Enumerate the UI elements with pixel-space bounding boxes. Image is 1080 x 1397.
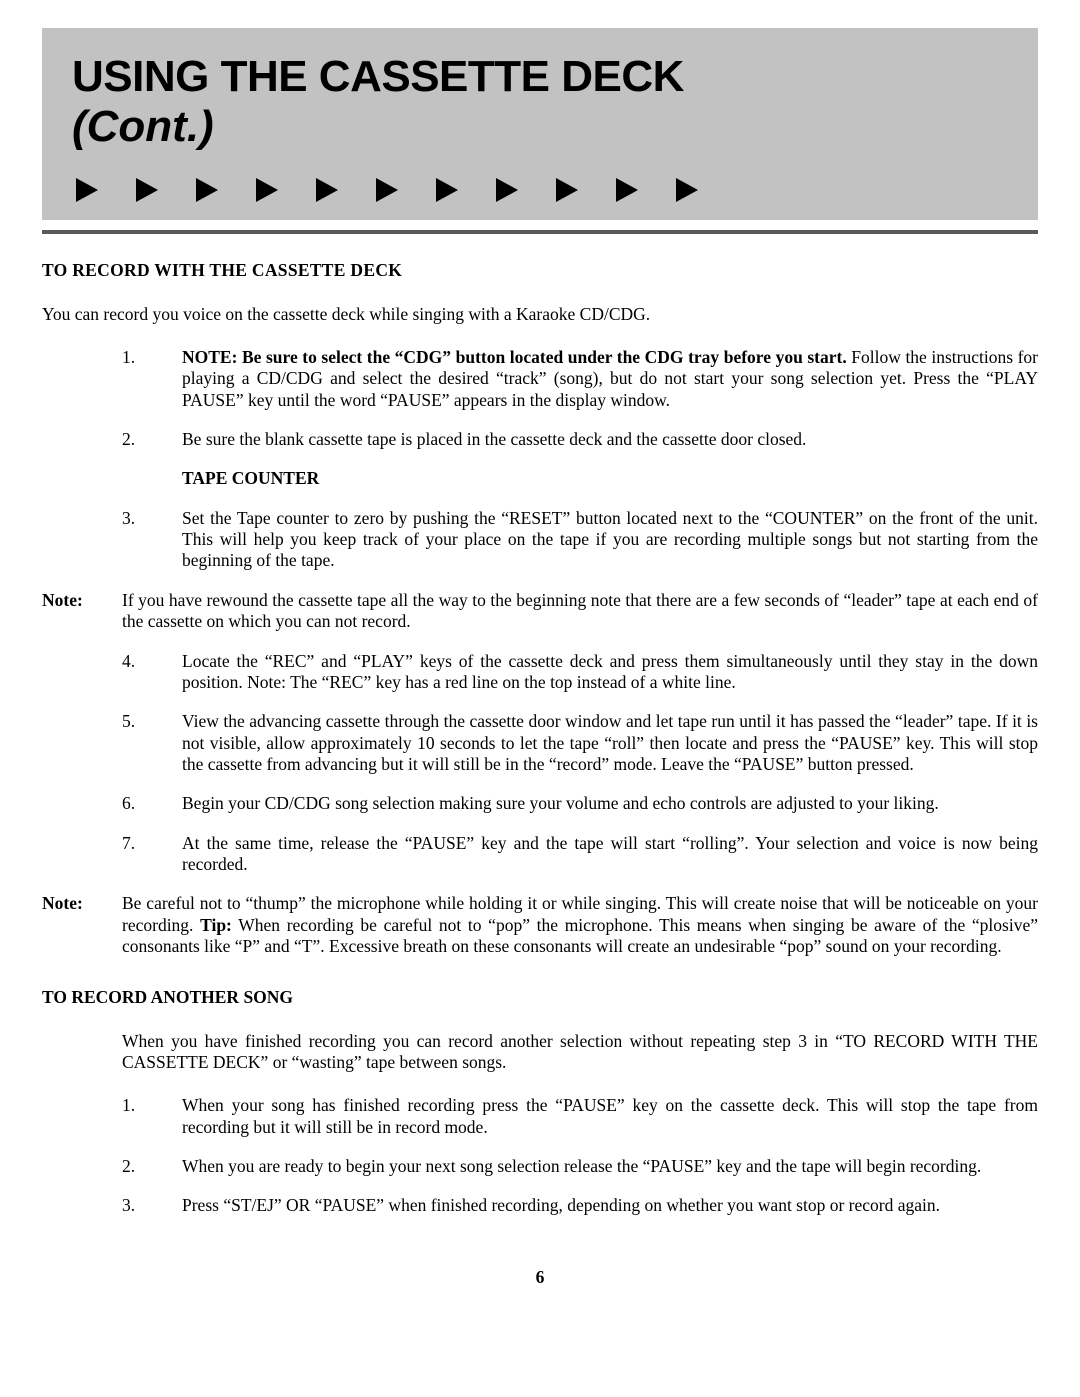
list-number: 3.: [122, 508, 182, 572]
list-text: View the advancing cassette through the …: [182, 711, 1038, 775]
list-number: 4.: [122, 651, 182, 694]
list-item: 3. Press “ST/EJ” OR “PAUSE” when finishe…: [42, 1195, 1038, 1216]
list-text: Press “ST/EJ” OR “PAUSE” when finished r…: [182, 1195, 1038, 1216]
arrow-icon: [556, 178, 578, 202]
list-text: Be sure the blank cassette tape is place…: [182, 429, 1038, 450]
list-number: 6.: [122, 793, 182, 814]
arrow-icon: [676, 178, 698, 202]
tip-label: Tip:: [200, 915, 232, 935]
section1-title: TO RECORD WITH THE CASSETTE DECK: [42, 260, 1038, 281]
page-header: USING THE CASSETTE DECK (Cont.): [42, 28, 1038, 220]
list-item: 6. Begin your CD/CDG song selection maki…: [42, 793, 1038, 814]
list-text: At the same time, release the “PAUSE” ke…: [182, 833, 1038, 876]
list-item: 1. When your song has finished recording…: [42, 1095, 1038, 1138]
note-text: If you have rewound the cassette tape al…: [122, 590, 1038, 633]
page-number: 6: [42, 1267, 1038, 1288]
list-item: 7. At the same time, release the “PAUSE”…: [42, 833, 1038, 876]
list-text: NOTE: Be sure to select the “CDG” button…: [182, 347, 1038, 411]
arrow-icon: [316, 178, 338, 202]
arrow-icon: [196, 178, 218, 202]
note2-post: When recording be careful not to “pop” t…: [122, 915, 1038, 956]
list-item: 2. Be sure the blank cassette tape is pl…: [42, 429, 1038, 450]
note-row: Note: Be careful not to “thump” the micr…: [42, 893, 1038, 957]
list-number: 2.: [122, 429, 182, 450]
list-text: When your song has finished recording pr…: [182, 1095, 1038, 1138]
section2-intro: When you have finished recording you can…: [42, 1031, 1038, 1074]
list-number: 2.: [122, 1156, 182, 1177]
list-number: 1.: [122, 347, 182, 411]
arrow-icon: [496, 178, 518, 202]
list-item: 5. View the advancing cassette through t…: [42, 711, 1038, 775]
list-text: When you are ready to begin your next so…: [182, 1156, 1038, 1177]
bold-lead: NOTE: Be sure to select the “CDG” button…: [182, 347, 847, 367]
list-item: 4. Locate the “REC” and “PLAY” keys of t…: [42, 651, 1038, 694]
list-item: 1. NOTE: Be sure to select the “CDG” but…: [42, 347, 1038, 411]
arrow-icon: [76, 178, 98, 202]
list-item: 3. Set the Tape counter to zero by pushi…: [42, 508, 1038, 572]
list-number: 5.: [122, 711, 182, 775]
note-text: Be careful not to “thump” the microphone…: [122, 893, 1038, 957]
arrow-icon: [436, 178, 458, 202]
note-label: Note:: [42, 590, 122, 633]
arrow-icon: [136, 178, 158, 202]
list-number: 3.: [122, 1195, 182, 1216]
body-content: TO RECORD WITH THE CASSETTE DECK You can…: [42, 260, 1038, 1216]
list-text: Locate the “REC” and “PLAY” keys of the …: [182, 651, 1038, 694]
header-title: USING THE CASSETTE DECK: [72, 54, 1008, 100]
list-number: 1.: [122, 1095, 182, 1138]
tape-counter-heading: TAPE COUNTER: [42, 468, 1038, 489]
list-text: Set the Tape counter to zero by pushing …: [182, 508, 1038, 572]
note-label: Note:: [42, 893, 122, 957]
header-accent-bar: [42, 230, 1038, 234]
section2-title: TO RECORD ANOTHER SONG: [42, 987, 1038, 1008]
section1-intro: You can record you voice on the cassette…: [42, 304, 1038, 325]
header-subtitle: (Cont.): [72, 104, 1008, 150]
document-page: USING THE CASSETTE DECK (Cont.) TO RECOR…: [0, 0, 1080, 1397]
arrow-icon: [256, 178, 278, 202]
arrow-row: [72, 178, 1008, 202]
note-row: Note: If you have rewound the cassette t…: [42, 590, 1038, 633]
arrow-icon: [376, 178, 398, 202]
list-text: Begin your CD/CDG song selection making …: [182, 793, 1038, 814]
list-item: 2. When you are ready to begin your next…: [42, 1156, 1038, 1177]
arrow-icon: [616, 178, 638, 202]
list-number: 7.: [122, 833, 182, 876]
